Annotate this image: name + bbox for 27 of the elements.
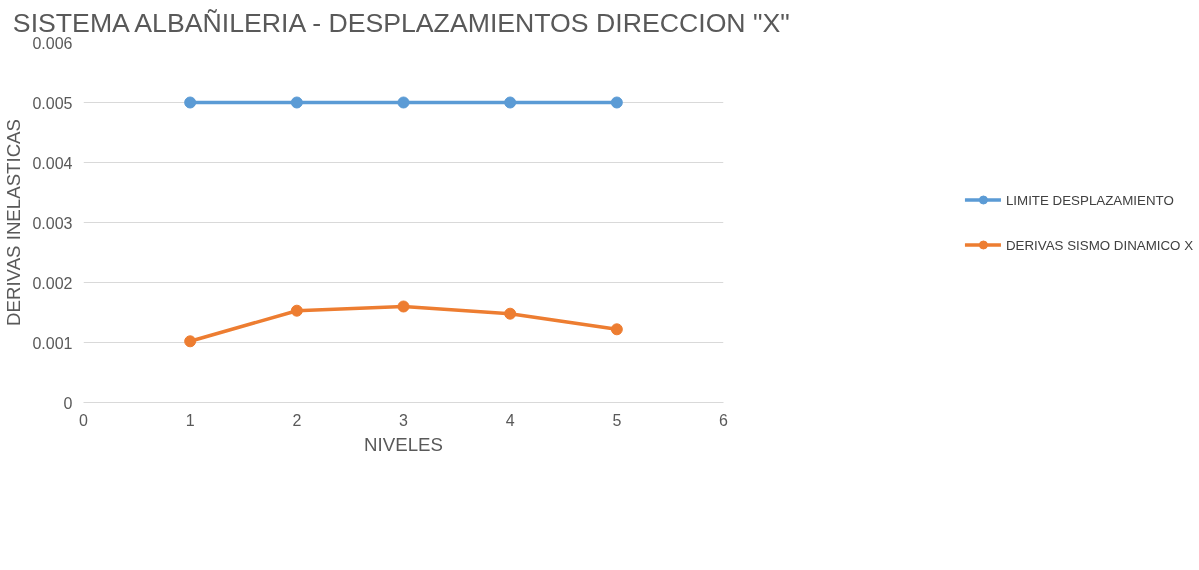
legend-label: DERIVAS SISMO DINAMICO X bbox=[1005, 237, 1194, 252]
y-tick-label: 0 bbox=[63, 394, 73, 412]
y-tick-label: 0.003 bbox=[32, 214, 73, 232]
point bbox=[290, 96, 303, 109]
point bbox=[290, 304, 303, 317]
point bbox=[504, 96, 517, 109]
y-tick-label: 0.005 bbox=[32, 94, 73, 112]
y-axis-title: DERIVAS INELASTICAS bbox=[3, 118, 25, 326]
point bbox=[184, 335, 197, 348]
y-tick-label: 0.001 bbox=[32, 334, 73, 352]
y-tick-label: 0.004 bbox=[32, 154, 73, 172]
y-tick-label: 0.002 bbox=[32, 274, 73, 292]
point bbox=[610, 323, 623, 336]
point bbox=[184, 96, 197, 109]
x-tick-label: 1 bbox=[185, 411, 195, 429]
x-axis-title: NIVELES bbox=[364, 433, 443, 455]
x-tick-label: 2 bbox=[292, 411, 302, 429]
x-tick-label: 3 bbox=[399, 411, 409, 429]
x-tick-label: 6 bbox=[719, 411, 729, 429]
point bbox=[397, 96, 410, 109]
x-tick-label: 5 bbox=[612, 411, 622, 429]
x-tick-label: 4 bbox=[505, 411, 515, 429]
x-tick-label: 0 bbox=[79, 411, 89, 429]
point bbox=[397, 300, 410, 313]
point bbox=[610, 96, 623, 109]
legend-label: LIMITE DESPLAZAMIENTO bbox=[1005, 192, 1174, 207]
point bbox=[504, 307, 517, 320]
